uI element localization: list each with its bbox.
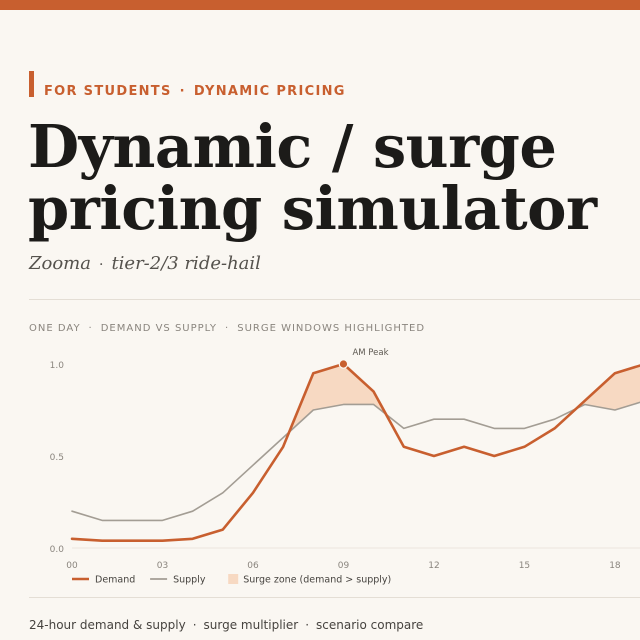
demand-series-line: [70, 362, 640, 542]
supply-series-line: [71, 401, 640, 522]
chart-section-label: ONE DAY · DEMAND VS SUPPLY · SURGE WINDOWS H…: [29, 323, 425, 334]
x-tick-label: 15: [519, 561, 530, 571]
x-tick-label: 00: [66, 561, 78, 571]
x-tick-label: 06: [247, 561, 259, 571]
y-tick-label: 0.5: [50, 453, 64, 463]
feature-scenario-compare: scenario compare: [316, 618, 424, 632]
y-tick-label: 1.0: [50, 361, 65, 371]
top-accent-bar: [0, 0, 640, 10]
x-tick-label: 18: [609, 561, 621, 571]
y-tick-label: 0.0: [50, 545, 65, 555]
feature-surge-multiplier: surge multiplier: [203, 618, 299, 632]
eyebrow-audience: FOR STUDENTS: [44, 84, 172, 99]
legend-label: Surge zone (demand > supply): [243, 575, 391, 586]
page-title: Dynamic / surge pricing simulator: [28, 112, 597, 243]
feature-demand-supply: 24-hour demand & supply: [29, 618, 186, 632]
peak-marker: [338, 359, 349, 369]
divider-top: [29, 299, 640, 300]
legend-label: Demand: [95, 575, 135, 586]
section-label-separator: ·: [225, 323, 230, 334]
divider-bottom: [29, 597, 640, 598]
section-label-highlight: SURGE WINDOWS HIGHLIGHTED: [237, 323, 426, 334]
surge-zone: [576, 365, 640, 410]
eyebrow-marker: [29, 71, 34, 97]
subtitle-separator: ·: [98, 257, 104, 273]
section-label-separator: ·: [88, 323, 93, 334]
peak-label: AM Peak: [352, 348, 388, 358]
feature-separator: ·: [192, 618, 197, 632]
x-tick-label: 12: [428, 561, 439, 571]
legend-swatch: [228, 574, 239, 584]
feature-separator: ·: [305, 618, 310, 632]
eyebrow: FOR STUDENTS · DYNAMIC PRICING: [44, 84, 346, 99]
feature-list: 24-hour demand & supply · surge multiplier…: [29, 618, 423, 632]
x-tick-label: 09: [338, 561, 350, 571]
eyebrow-separator: ·: [179, 84, 186, 99]
page-subtitle: Zooma · tier-2/3 ride-hail: [29, 253, 261, 274]
section-label-period: ONE DAY: [29, 323, 81, 334]
subtitle-brand: Zooma: [29, 253, 91, 274]
eyebrow-topic: DYNAMIC PRICING: [193, 84, 346, 99]
x-tick-label: 03: [157, 561, 168, 571]
section-label-metric: DEMAND VS SUPPLY: [100, 323, 218, 334]
subtitle-market: tier-2/3 ride-hail: [111, 253, 261, 274]
legend-label: Supply: [173, 575, 206, 586]
